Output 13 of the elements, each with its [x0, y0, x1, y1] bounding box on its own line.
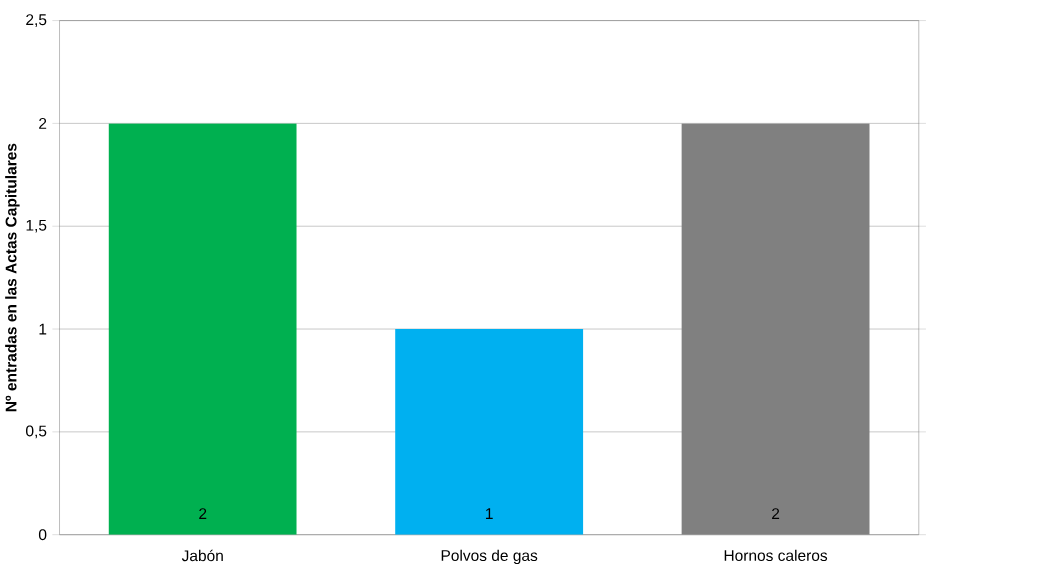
- y-tick-label: 2,5: [26, 14, 47, 28]
- y-axis-title: Nº entradas en las Actas Capitulares: [5, 143, 20, 412]
- data-label: 2: [199, 508, 207, 520]
- y-tick-label: 1: [39, 323, 47, 335]
- y-tick-label: 0: [38, 529, 47, 541]
- x-tick-label: Polvos de gas: [441, 549, 538, 565]
- x-tick-label: Jabón: [181, 549, 223, 562]
- data-label: 1: [486, 508, 493, 520]
- y-tick-label: 0,5: [26, 425, 47, 439]
- y-tick-label: 1,5: [26, 219, 47, 233]
- y-tick-label: 2: [39, 118, 47, 129]
- x-tick-label: Hornos caleros: [724, 549, 828, 562]
- data-label: 2: [772, 508, 780, 520]
